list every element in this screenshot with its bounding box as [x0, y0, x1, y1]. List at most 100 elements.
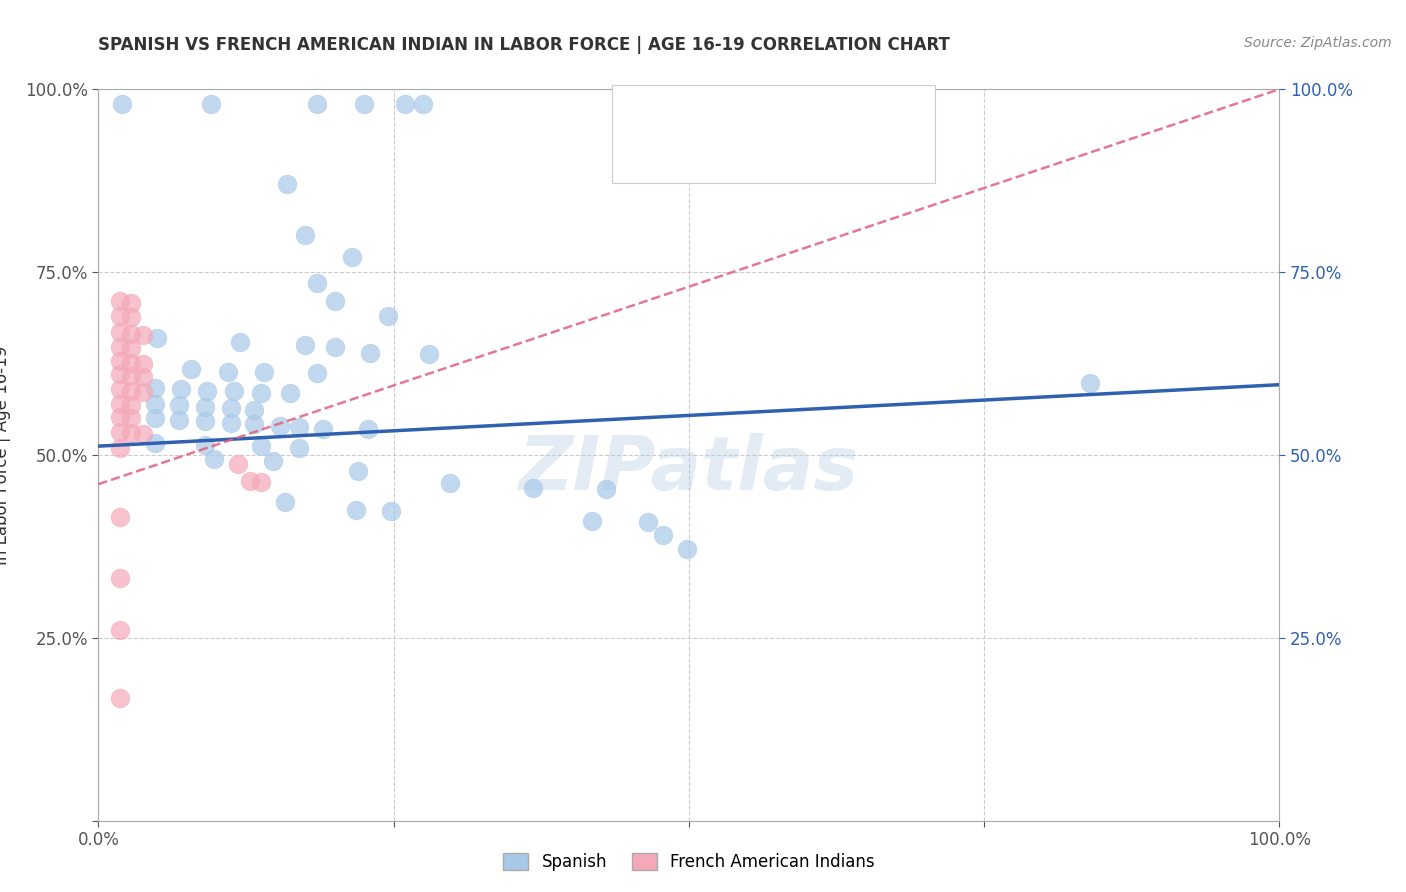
Point — [377, 309, 399, 323]
Point — [276, 178, 298, 192]
Text: N =: N = — [814, 146, 851, 164]
Point — [239, 474, 262, 488]
Point — [108, 397, 131, 411]
Point — [353, 96, 375, 111]
Point — [111, 96, 134, 111]
Bar — [628, 105, 665, 125]
Point — [250, 439, 273, 453]
Point — [305, 96, 328, 111]
Text: 0.073: 0.073 — [721, 106, 773, 124]
Text: 61: 61 — [856, 106, 880, 124]
Point — [194, 414, 217, 428]
Point — [108, 510, 131, 524]
Point — [253, 365, 276, 379]
Bar — [628, 145, 665, 165]
Point — [294, 228, 316, 243]
Point — [418, 347, 440, 361]
Point — [121, 310, 143, 325]
Point — [202, 451, 225, 466]
Point — [194, 438, 217, 452]
Point — [522, 481, 544, 495]
Point — [269, 418, 291, 433]
Point — [224, 384, 246, 399]
Point — [108, 325, 131, 339]
Text: R =: R = — [678, 106, 713, 124]
Point — [195, 384, 218, 398]
Point — [262, 454, 284, 468]
Text: ZIPatlas: ZIPatlas — [519, 433, 859, 506]
Point — [1080, 376, 1102, 391]
Text: N =: N = — [814, 106, 851, 124]
Point — [121, 398, 143, 412]
Point — [143, 381, 166, 395]
Point — [108, 382, 131, 396]
Point — [439, 475, 461, 490]
Point — [359, 345, 381, 359]
Point — [675, 541, 697, 556]
Point — [288, 420, 311, 434]
Point — [108, 368, 131, 382]
Point — [380, 504, 402, 518]
Point — [652, 528, 675, 542]
Point — [357, 422, 380, 436]
Point — [121, 425, 143, 440]
Point — [312, 421, 335, 435]
Point — [229, 334, 252, 349]
Point — [342, 251, 364, 265]
Point — [344, 503, 367, 517]
Point — [143, 397, 166, 411]
Point — [200, 96, 222, 111]
Point — [219, 416, 242, 430]
Point — [121, 326, 143, 341]
Point — [323, 340, 346, 354]
Point — [180, 361, 202, 376]
Point — [581, 514, 603, 528]
Point — [132, 357, 155, 371]
Point — [108, 571, 131, 585]
Point — [274, 495, 297, 509]
Point — [121, 384, 143, 398]
Point — [108, 354, 131, 368]
Point — [250, 385, 273, 400]
Point — [108, 690, 131, 705]
Point — [143, 436, 166, 450]
Text: SPANISH VS FRENCH AMERICAN INDIAN IN LABOR FORCE | AGE 16-19 CORRELATION CHART: SPANISH VS FRENCH AMERICAN INDIAN IN LAB… — [98, 36, 950, 54]
Text: R =: R = — [678, 146, 713, 164]
Point — [305, 276, 328, 290]
Point — [121, 368, 143, 383]
Text: Source: ZipAtlas.com: Source: ZipAtlas.com — [1244, 36, 1392, 50]
Point — [108, 340, 131, 354]
Point — [167, 413, 190, 427]
Y-axis label: In Labor Force | Age 16-19: In Labor Force | Age 16-19 — [0, 345, 11, 565]
Point — [243, 417, 266, 432]
Point — [250, 475, 273, 489]
Point — [278, 386, 301, 401]
Point — [121, 295, 143, 310]
Point — [217, 365, 239, 379]
Point — [412, 96, 434, 111]
Point — [243, 402, 266, 417]
Point — [132, 328, 155, 343]
Point — [121, 356, 143, 370]
Text: 31: 31 — [856, 146, 880, 164]
Point — [226, 457, 249, 471]
Point — [394, 96, 416, 111]
Point — [108, 441, 131, 455]
Point — [637, 515, 659, 529]
Text: 0.153: 0.153 — [721, 146, 773, 164]
Point — [108, 624, 131, 638]
Point — [294, 338, 316, 352]
Point — [305, 366, 328, 380]
Point — [121, 411, 143, 425]
Point — [108, 409, 131, 424]
Point — [143, 411, 166, 425]
Point — [170, 382, 193, 396]
Point — [595, 483, 617, 497]
Point — [146, 331, 169, 345]
Point — [288, 441, 311, 455]
Point — [167, 398, 190, 412]
Point — [347, 464, 370, 478]
Point — [108, 425, 131, 439]
Point — [132, 427, 155, 442]
Point — [108, 309, 131, 323]
